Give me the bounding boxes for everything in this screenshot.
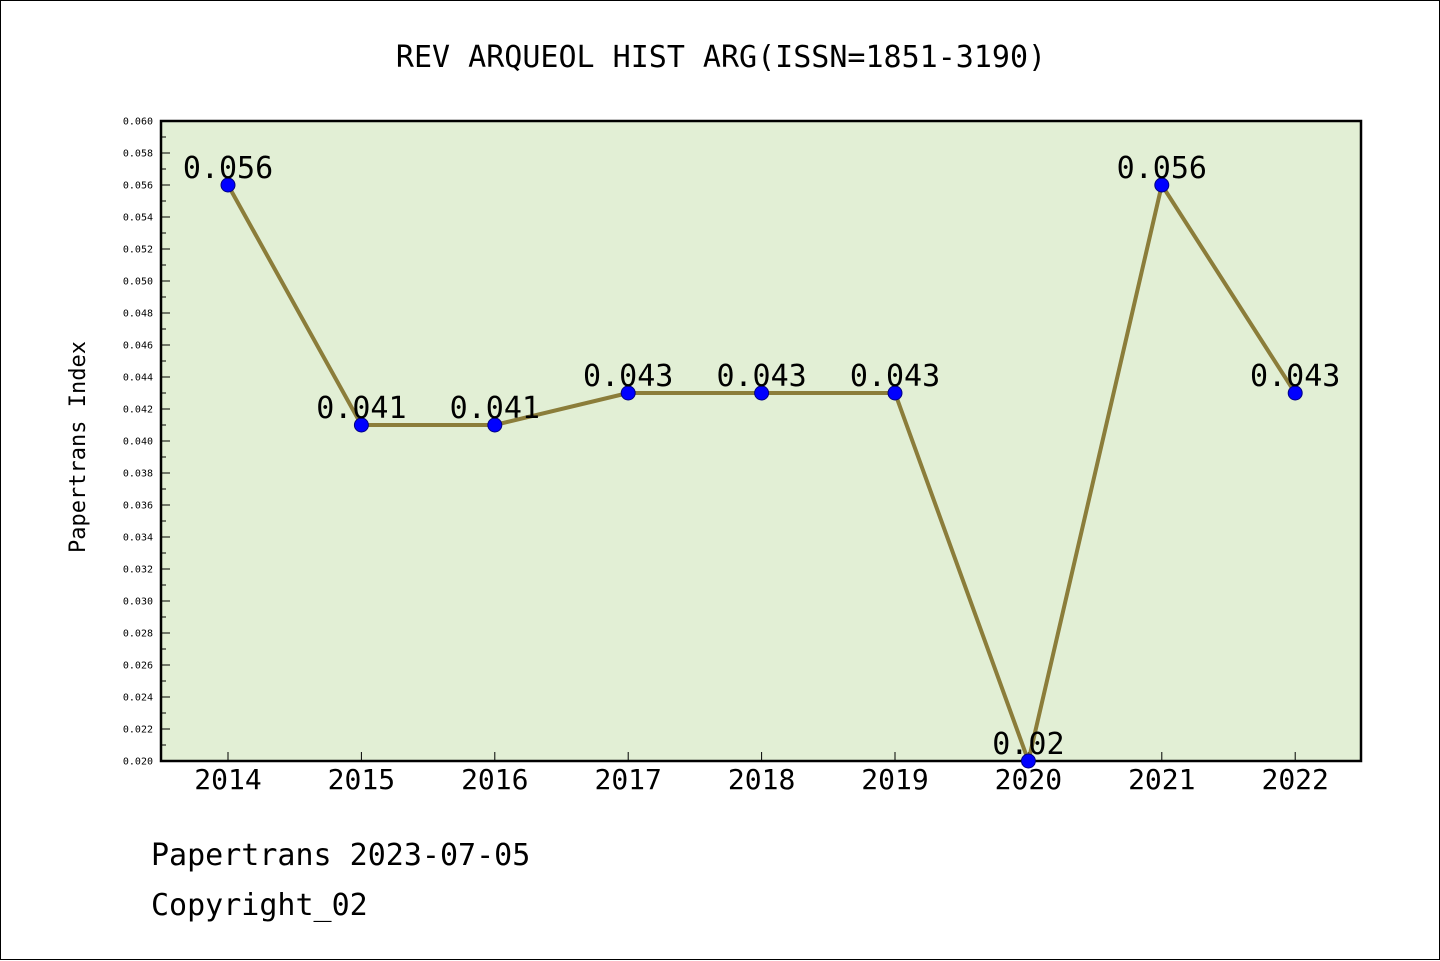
x-tick-label: 2019 (861, 763, 928, 796)
y-tick-label: 0.032 (123, 565, 153, 576)
x-tick-label: 2018 (728, 763, 795, 796)
data-label: 0.02 (992, 727, 1064, 762)
data-label: 0.043 (716, 359, 806, 394)
series-markers (220, 177, 1303, 769)
data-labels: 0.056 0.041 0.041 0.043 0.043 0.043 0.02 0.056 0… (183, 151, 1341, 762)
data-label: 0.041 (316, 391, 406, 426)
y-axis: 0.020 0.022 0.024 0.026 0.028 0.030 0.032 0.034… (123, 117, 170, 768)
x-tick-label: 2017 (594, 763, 661, 796)
y-tick-label: 0.044 (123, 373, 153, 384)
y-tick-label: 0.042 (123, 405, 153, 416)
y-tick-label: 0.052 (123, 245, 153, 256)
y-tick-label: 0.034 (123, 533, 153, 544)
y-tick-label: 0.030 (123, 597, 153, 608)
data-point (1020, 753, 1036, 769)
data-label: 0.043 (583, 359, 673, 394)
y-axis-label: Papertrans Index (66, 341, 91, 553)
data-label: 0.043 (850, 359, 940, 394)
data-label: 0.043 (1250, 359, 1340, 394)
y-tick-label: 0.060 (123, 117, 153, 128)
x-tick-label: 2022 (1261, 763, 1328, 796)
x-tick-label: 2021 (1128, 763, 1195, 796)
footer-date: Papertrans 2023-07-05 (151, 838, 530, 873)
y-tick-label: 0.036 (123, 501, 153, 512)
y-tick-label: 0.058 (123, 149, 153, 160)
x-tick-label: 2014 (194, 763, 261, 796)
y-tick-label: 0.048 (123, 309, 153, 320)
y-tick-label: 0.024 (123, 693, 153, 704)
x-tick-label: 2015 (328, 763, 395, 796)
data-point (887, 385, 903, 401)
data-point (620, 385, 636, 401)
data-point (1154, 177, 1170, 193)
plot-area (159, 119, 1363, 763)
y-tick-label: 0.026 (123, 661, 153, 672)
chart-title: REV ARQUEOL HIST ARG(ISSN=1851-3190) (396, 40, 1046, 75)
data-point (754, 385, 770, 401)
data-label: 0.041 (450, 391, 540, 426)
data-point (487, 417, 503, 433)
y-tick-label: 0.022 (123, 725, 153, 736)
footer-copyright: Copyright_02 (151, 888, 368, 923)
y-tick-label: 0.054 (123, 213, 153, 224)
y-tick-label: 0.038 (123, 469, 153, 480)
data-label: 0.056 (1117, 151, 1207, 186)
data-label: 0.056 (183, 151, 273, 186)
x-tick-label: 2016 (461, 763, 528, 796)
data-point (1287, 385, 1303, 401)
y-tick-label: 0.040 (123, 437, 153, 448)
y-tick-label: 0.056 (123, 181, 153, 192)
y-tick-label: 0.046 (123, 341, 153, 352)
y-tick-label: 0.020 (123, 757, 153, 768)
data-point (220, 177, 236, 193)
y-tick-label: 0.028 (123, 629, 153, 640)
x-axis: 2014 2015 2016 2017 2018 2019 2020 2021 2022 (194, 752, 1329, 796)
data-point (353, 417, 369, 433)
y-tick-label: 0.050 (123, 277, 153, 288)
